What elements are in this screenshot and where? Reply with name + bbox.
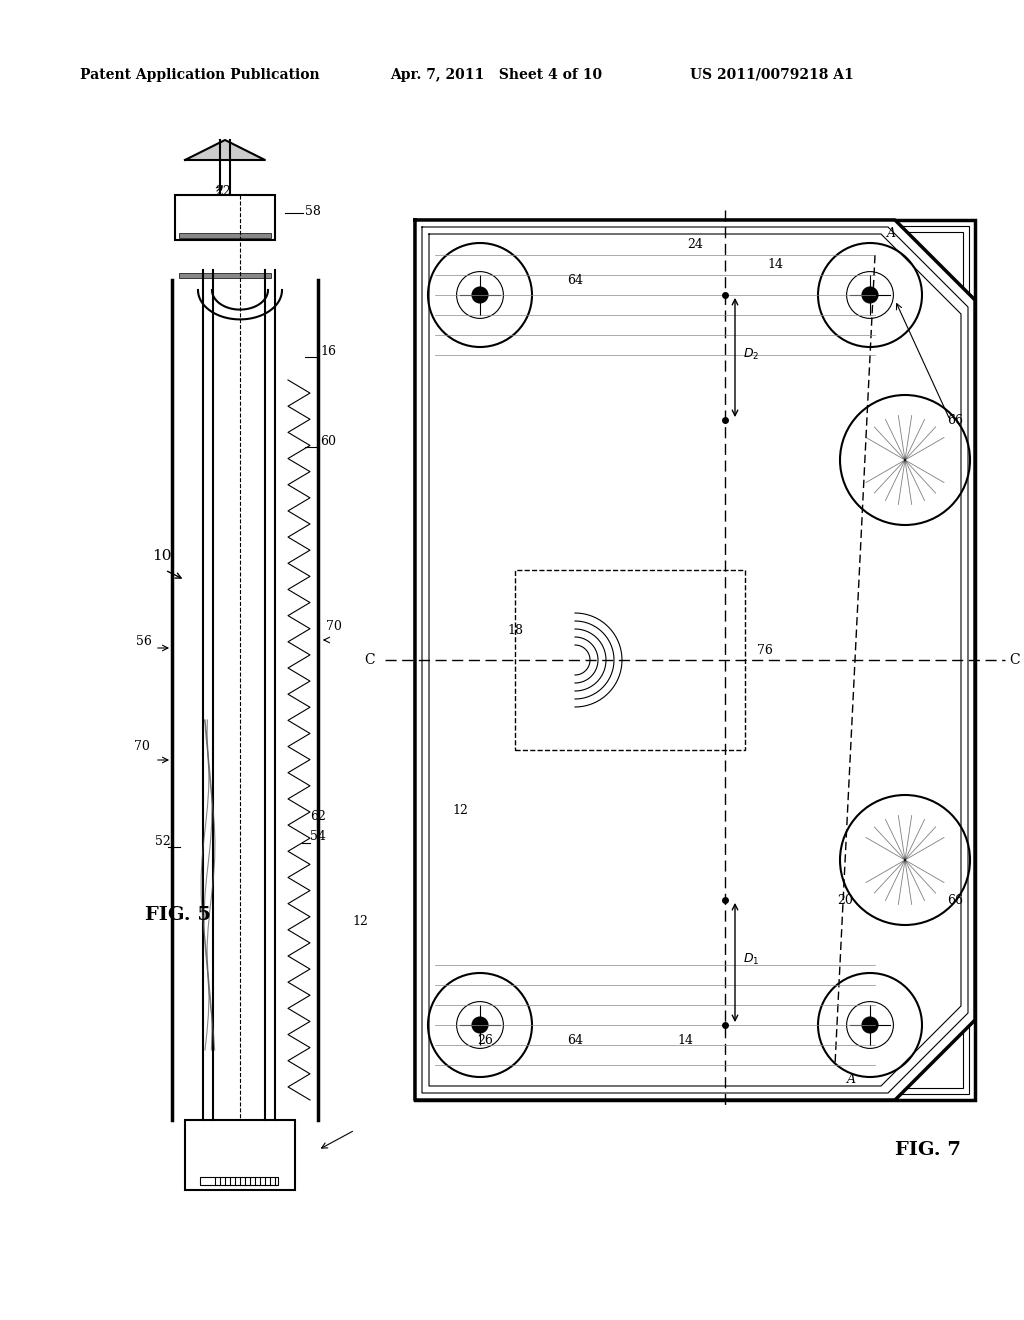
Text: 16: 16: [319, 345, 336, 358]
Text: 66: 66: [947, 413, 963, 426]
Text: 66: 66: [947, 894, 963, 907]
Text: 20: 20: [837, 894, 853, 907]
Text: 54: 54: [310, 830, 326, 843]
Circle shape: [472, 1016, 488, 1034]
Text: Patent Application Publication: Patent Application Publication: [80, 69, 319, 82]
Text: 64: 64: [567, 1034, 583, 1047]
Text: 14: 14: [767, 259, 783, 272]
Text: 52: 52: [155, 836, 171, 847]
Text: 14: 14: [677, 1034, 693, 1047]
Text: FIG. 5: FIG. 5: [145, 906, 211, 924]
Text: 22: 22: [215, 185, 230, 198]
Circle shape: [472, 286, 488, 304]
Text: A: A: [887, 227, 896, 240]
Text: US 2011/0079218 A1: US 2011/0079218 A1: [690, 69, 854, 82]
Text: 76: 76: [757, 644, 773, 656]
Text: $D_2$: $D_2$: [743, 346, 759, 362]
Text: C: C: [365, 653, 376, 667]
Bar: [415, 220, 975, 1100]
Bar: [427, 232, 963, 1088]
Text: C: C: [1010, 653, 1020, 667]
Bar: [179, 273, 271, 279]
Text: 58: 58: [305, 205, 321, 218]
Text: 60: 60: [319, 436, 336, 447]
Bar: [179, 234, 271, 238]
Text: A: A: [847, 1073, 856, 1086]
Circle shape: [862, 1016, 878, 1034]
Text: $D_1$: $D_1$: [743, 952, 760, 966]
Text: Apr. 7, 2011   Sheet 4 of 10: Apr. 7, 2011 Sheet 4 of 10: [390, 69, 602, 82]
Text: 12: 12: [352, 915, 368, 928]
Text: 24: 24: [687, 239, 702, 252]
Text: 18: 18: [507, 623, 523, 636]
Polygon shape: [415, 220, 975, 1100]
Text: 56: 56: [136, 635, 152, 648]
Polygon shape: [185, 140, 265, 160]
Text: 12: 12: [452, 804, 468, 817]
Circle shape: [862, 286, 878, 304]
Text: 10: 10: [152, 549, 171, 564]
Text: 64: 64: [567, 273, 583, 286]
Bar: [175, 195, 275, 240]
Text: 26: 26: [477, 1034, 493, 1047]
Text: FIG. 7: FIG. 7: [895, 1140, 961, 1159]
Text: 70: 70: [134, 741, 150, 752]
Bar: [421, 226, 969, 1094]
Text: 70: 70: [326, 620, 342, 634]
Bar: [200, 1177, 278, 1185]
Bar: [185, 1119, 295, 1191]
Text: 62: 62: [310, 810, 326, 822]
Bar: [515, 570, 745, 750]
